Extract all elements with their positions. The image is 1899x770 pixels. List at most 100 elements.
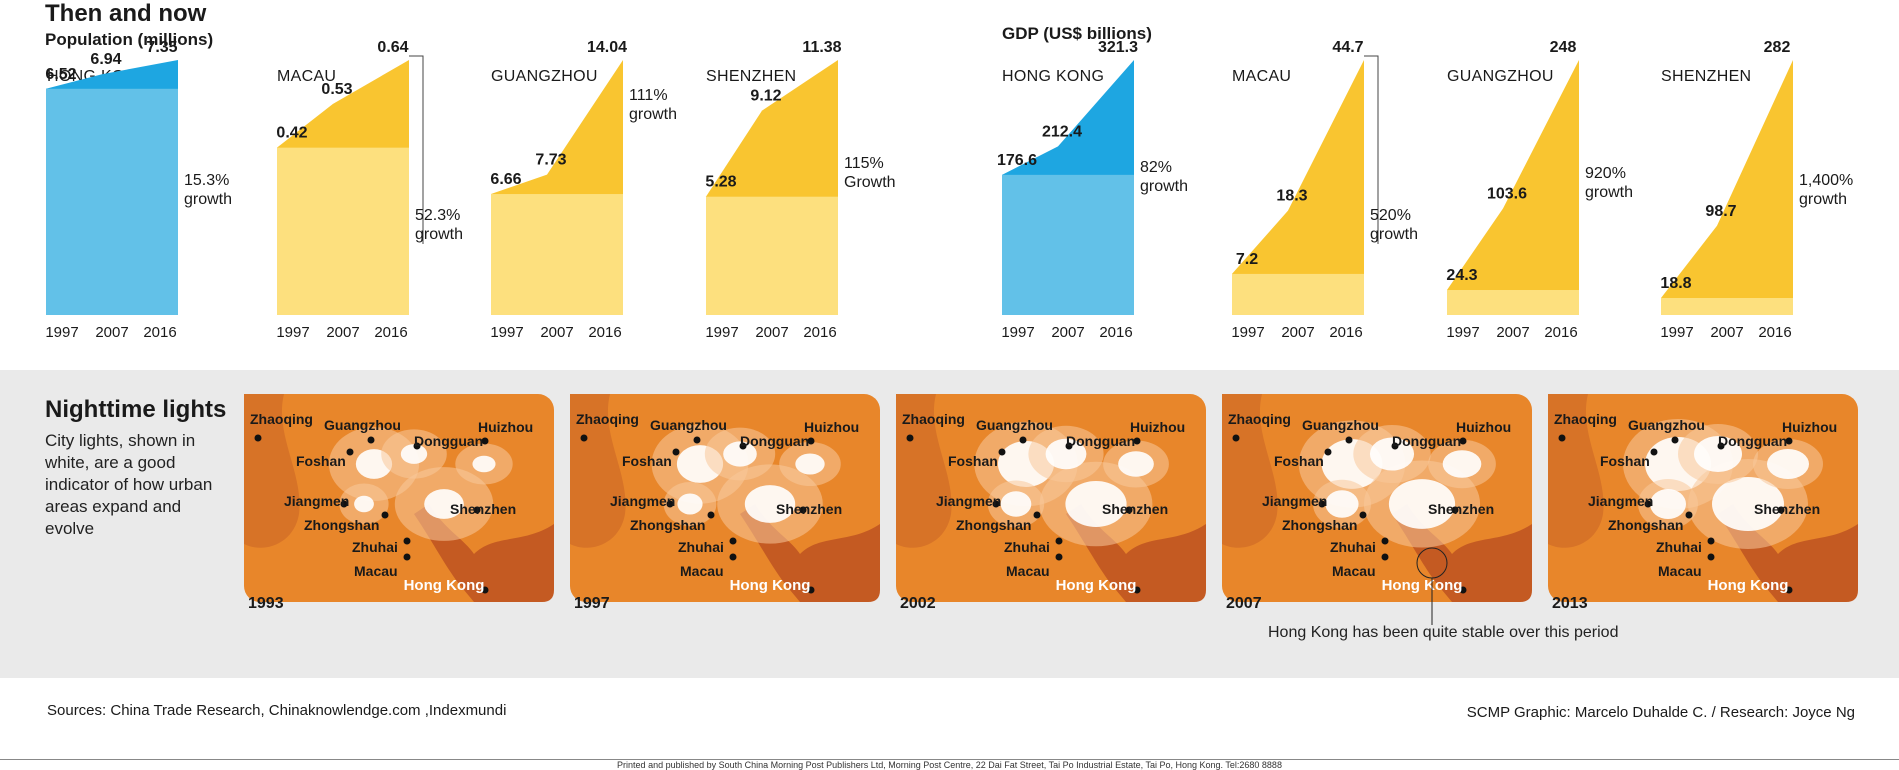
tick-label: 1997 [1231, 324, 1264, 341]
area-base [491, 194, 623, 315]
city-dot [1359, 511, 1367, 519]
city-light [744, 485, 796, 523]
growth-label: growth [415, 226, 463, 243]
city-light [677, 493, 703, 515]
area-chart: 5.28 9.12 11.38 1997 2007 2016 115% Growth [705, 39, 895, 341]
value-label: 6.66 [490, 171, 521, 188]
city-light [723, 441, 757, 467]
city-label: Macau [354, 563, 398, 579]
city-light [1767, 449, 1809, 479]
city-label: Macau [1332, 563, 1376, 579]
city-label: Zhuhai [1656, 539, 1702, 555]
city-label: Shenzhen [1754, 501, 1820, 517]
city-label: Zhongshan [956, 517, 1031, 533]
area-chart: 0.42 0.53 0.64 1997 2007 2016 52.3% growth [276, 39, 463, 341]
value-label: 7.73 [535, 152, 566, 169]
city-dot [1019, 436, 1027, 444]
city-dot [1133, 586, 1141, 594]
city-label: Huizhou [1456, 419, 1511, 435]
city-dot [381, 511, 389, 519]
city-dot [1644, 500, 1652, 508]
value-label: 18.8 [1660, 275, 1691, 292]
city-label: Huizhou [1130, 419, 1185, 435]
growth-label: growth [629, 106, 677, 123]
city-label: Foshan [948, 453, 998, 469]
city-dot [1318, 500, 1326, 508]
area-base [1002, 174, 1134, 315]
chart-title-gdp-shenzhen: SHENZHEN [1661, 68, 1752, 85]
city-light [1065, 481, 1127, 527]
city-label: Hong Kong [1382, 577, 1463, 594]
tick-label: 2016 [374, 324, 407, 341]
city-light [1712, 477, 1784, 531]
tick-label: 2016 [1758, 324, 1791, 341]
city-dot [1671, 436, 1679, 444]
growth-label: 1,400% [1799, 172, 1853, 189]
growth-label: growth [1799, 191, 1847, 208]
city-label: Guangzhou [324, 417, 401, 433]
area-fill [1661, 60, 1793, 315]
map-1997: Zhaoqing Guangzhou Huizhou Foshan Dongguan Ji… [570, 394, 880, 616]
city-dot [672, 448, 680, 456]
tick-label: 2016 [803, 324, 836, 341]
city-label: Dongguan [414, 433, 483, 449]
city-label: Zhaoqing [250, 411, 313, 427]
value-label: 98.7 [1705, 203, 1736, 220]
value-label: 9.12 [750, 88, 781, 105]
city-label: Zhaoqing [1554, 411, 1617, 427]
area-base [277, 147, 409, 315]
city-dot [403, 553, 411, 561]
area-chart: 6.66 7.73 14.04 1997 2007 2016 111% growth [490, 39, 677, 341]
tick-label: 1997 [490, 324, 523, 341]
city-dot [729, 553, 737, 561]
value-label: 0.64 [377, 39, 408, 56]
city-dot [807, 586, 815, 594]
city-dot [1685, 511, 1693, 519]
city-dot [1055, 553, 1063, 561]
value-label: 0.42 [276, 125, 307, 142]
tick-label: 1997 [1446, 324, 1479, 341]
city-light [1118, 451, 1154, 477]
city-label: Guangzhou [1628, 417, 1705, 433]
map-2013: Zhaoqing Guangzhou Huizhou Foshan Dongguan Ji… [1548, 394, 1858, 616]
city-dot [254, 434, 262, 442]
map-year: 1997 [574, 595, 610, 612]
city-dot [1324, 448, 1332, 456]
city-dot [1391, 442, 1399, 450]
value-label: 7.2 [1236, 251, 1258, 268]
growth-label: growth [1140, 178, 1188, 195]
city-dot [473, 506, 481, 514]
city-dot [1717, 442, 1725, 450]
city-dot [580, 434, 588, 442]
tick-label: 2016 [1544, 324, 1577, 341]
growth-connector [1364, 55, 1379, 244]
map-2007: Zhaoqing Guangzhou Huizhou Foshan Dongguan Ji… [1222, 394, 1532, 616]
city-dot [1777, 506, 1785, 514]
value-label: 248 [1550, 39, 1577, 56]
city-label: Dongguan [740, 433, 809, 449]
growth-label: 82% [1140, 159, 1172, 176]
growth-label: growth [1585, 184, 1633, 201]
area-chart: 18.8 98.7 282 1997 2007 2016 1,400% growth [1660, 39, 1853, 341]
city-dot [1650, 448, 1658, 456]
city-label: Macau [1658, 563, 1702, 579]
tick-label: 1997 [1001, 324, 1034, 341]
hong-kong-callout [1416, 547, 1448, 625]
city-label: Zhaoqing [576, 411, 639, 427]
city-dot [906, 434, 914, 442]
growth-label: Growth [844, 174, 896, 191]
city-dot [1707, 537, 1715, 545]
city-dot [1459, 437, 1467, 445]
city-dot [1065, 442, 1073, 450]
growth-label: 15.3% [184, 172, 229, 189]
area-fill [1447, 60, 1579, 315]
city-light [400, 444, 428, 464]
sea-area [740, 504, 880, 602]
sea-area [1718, 504, 1858, 602]
tick-label: 1997 [276, 324, 309, 341]
city-label: Zhaoqing [1228, 411, 1291, 427]
population-subtitle: Population (millions) [45, 30, 214, 49]
city-dot [1381, 537, 1389, 545]
city-dot [1381, 553, 1389, 561]
area-chart: 24.3 103.6 248 1997 2007 2016 920% growth [1446, 39, 1633, 341]
